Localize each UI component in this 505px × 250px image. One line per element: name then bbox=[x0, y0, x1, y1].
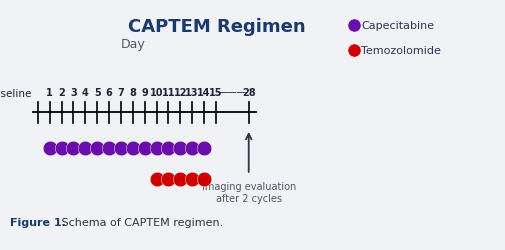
Point bbox=[153, 177, 161, 181]
Text: 1: 1 bbox=[46, 88, 53, 97]
Text: 3: 3 bbox=[70, 88, 77, 97]
Text: 12: 12 bbox=[174, 88, 187, 97]
Text: 14: 14 bbox=[197, 88, 211, 97]
Point bbox=[45, 146, 54, 150]
Text: 4: 4 bbox=[82, 88, 89, 97]
Point bbox=[200, 146, 208, 150]
Point bbox=[58, 146, 66, 150]
Text: 7: 7 bbox=[118, 88, 124, 97]
Point bbox=[129, 146, 137, 150]
Point bbox=[188, 177, 196, 181]
Point bbox=[200, 177, 208, 181]
Text: 8: 8 bbox=[129, 88, 136, 97]
Point bbox=[93, 146, 101, 150]
Text: CAPTEM Regimen: CAPTEM Regimen bbox=[128, 18, 306, 36]
Text: 28: 28 bbox=[242, 88, 256, 97]
Text: 15: 15 bbox=[209, 88, 223, 97]
Point bbox=[105, 146, 113, 150]
Text: Day: Day bbox=[120, 38, 145, 51]
Point bbox=[164, 146, 172, 150]
Text: 6: 6 bbox=[106, 88, 113, 97]
Point bbox=[81, 146, 89, 150]
Text: Capecitabine: Capecitabine bbox=[361, 21, 434, 31]
Point bbox=[140, 146, 149, 150]
Text: Temozolomide: Temozolomide bbox=[361, 46, 441, 56]
Point bbox=[164, 177, 172, 181]
Point bbox=[349, 49, 358, 53]
Text: Imaging evaluation
after 2 cycles: Imaging evaluation after 2 cycles bbox=[201, 182, 296, 203]
Text: 10: 10 bbox=[150, 88, 163, 97]
Text: Figure 1.: Figure 1. bbox=[10, 218, 66, 228]
Text: Schema of CAPTEM regimen.: Schema of CAPTEM regimen. bbox=[58, 218, 223, 228]
Text: 13: 13 bbox=[185, 88, 199, 97]
Point bbox=[117, 146, 125, 150]
Text: 5: 5 bbox=[94, 88, 100, 97]
Text: 9: 9 bbox=[141, 88, 148, 97]
Point bbox=[349, 24, 358, 28]
Text: 2: 2 bbox=[58, 88, 65, 97]
Point bbox=[153, 146, 161, 150]
Text: 11: 11 bbox=[162, 88, 175, 97]
Text: Baseline: Baseline bbox=[0, 88, 32, 98]
Text: ———: ——— bbox=[218, 87, 247, 97]
Point bbox=[188, 146, 196, 150]
Point bbox=[176, 177, 184, 181]
Point bbox=[70, 146, 78, 150]
Point bbox=[176, 146, 184, 150]
